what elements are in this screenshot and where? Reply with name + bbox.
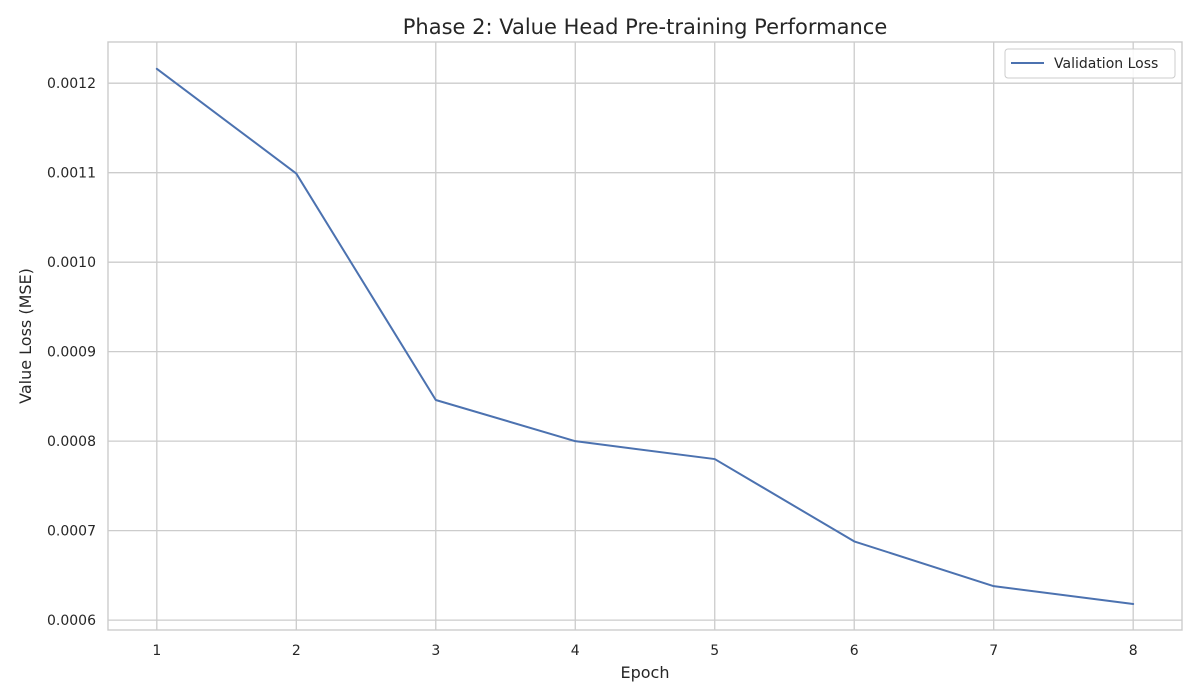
y-tick-label: 0.0012 xyxy=(47,76,96,92)
series-line-validation-loss xyxy=(155,67,1135,606)
y-tick-label: 0.0006 xyxy=(47,613,96,629)
y-tick-label: 0.0010 xyxy=(47,255,96,271)
x-axis-label: Epoch xyxy=(621,663,670,682)
y-tick-label: 0.0008 xyxy=(47,434,96,450)
legend-box xyxy=(1004,48,1176,79)
x-tick-label: 6 xyxy=(850,643,859,659)
x-tick-label: 5 xyxy=(710,643,719,659)
x-tick-label: 4 xyxy=(571,643,580,659)
chart-title: Phase 2: Value Head Pre-training Perform… xyxy=(403,15,888,39)
plot-frame xyxy=(107,41,1183,631)
x-tick-label: 3 xyxy=(431,643,440,659)
legend-label: Validation Loss xyxy=(1054,56,1158,72)
x-tick-labels: 1 2 3 4 5 6 7 8 xyxy=(152,643,1137,659)
y-tick-labels: 0.0006 0.0007 0.0008 0.0009 0.0010 0.0011 0.00… xyxy=(47,76,96,629)
y-axis-label: Value Loss (MSE) xyxy=(16,268,35,404)
y-tick-label: 0.0009 xyxy=(47,345,96,361)
x-tick-label: 1 xyxy=(152,643,161,659)
x-tick-label: 2 xyxy=(292,643,301,659)
x-tick-label: 7 xyxy=(989,643,998,659)
y-tick-label: 0.0011 xyxy=(47,166,96,182)
y-tick-label: 0.0007 xyxy=(47,524,96,540)
legend: Validation Loss xyxy=(1004,48,1176,79)
series-layer xyxy=(155,67,1135,606)
x-tick-label: 8 xyxy=(1129,643,1138,659)
gridlines xyxy=(108,42,1182,630)
